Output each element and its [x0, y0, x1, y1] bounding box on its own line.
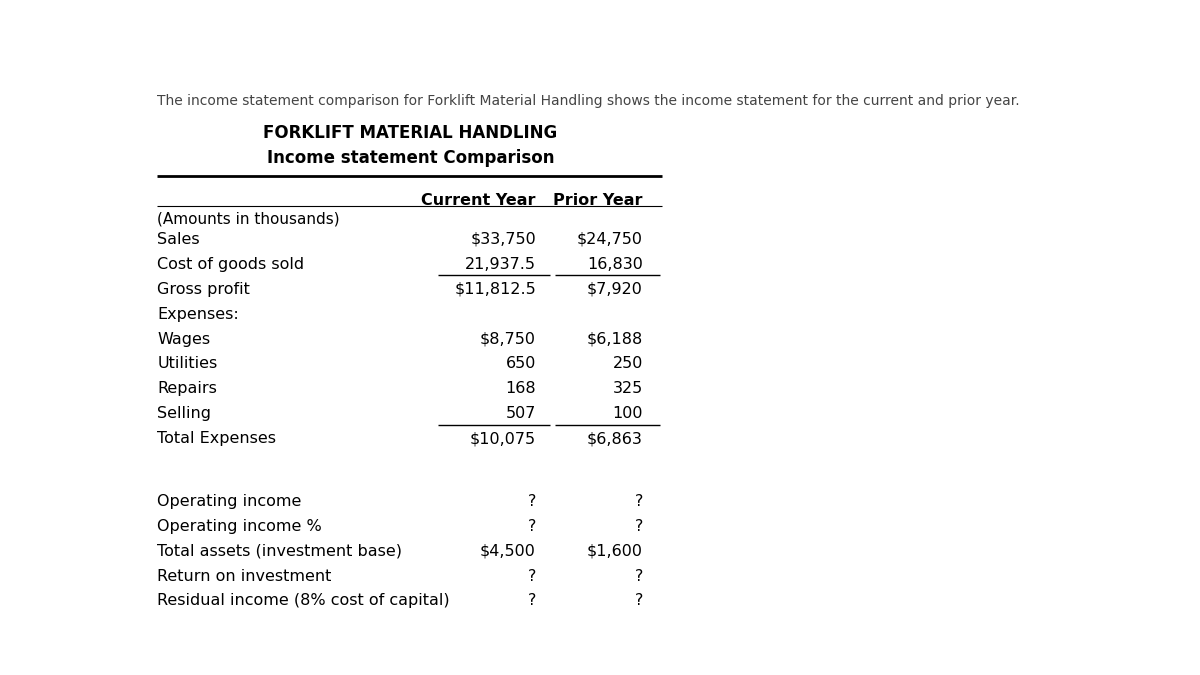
Text: Income statement Comparison: Income statement Comparison — [266, 148, 554, 167]
Text: The income statement comparison for Forklift Material Handling shows the income : The income statement comparison for Fork… — [157, 94, 1020, 108]
Text: ?: ? — [635, 593, 643, 608]
Text: Wages: Wages — [157, 331, 210, 346]
Text: $1,600: $1,600 — [587, 543, 643, 559]
Text: Repairs: Repairs — [157, 381, 217, 396]
Text: 250: 250 — [612, 356, 643, 371]
Text: ?: ? — [635, 518, 643, 534]
Text: $8,750: $8,750 — [480, 331, 536, 346]
Text: Gross profit: Gross profit — [157, 281, 251, 296]
Text: $33,750: $33,750 — [470, 232, 536, 247]
Text: $7,920: $7,920 — [587, 281, 643, 296]
Text: ?: ? — [635, 568, 643, 583]
Text: Operating income: Operating income — [157, 493, 302, 509]
Text: Current Year: Current Year — [421, 193, 536, 208]
Text: ?: ? — [528, 593, 536, 608]
Text: 100: 100 — [612, 406, 643, 421]
Text: $11,812.5: $11,812.5 — [455, 281, 536, 296]
Text: Return on investment: Return on investment — [157, 568, 332, 583]
Text: $4,500: $4,500 — [480, 543, 536, 559]
Text: FORKLIFT MATERIAL HANDLING: FORKLIFT MATERIAL HANDLING — [263, 124, 558, 142]
Text: Residual income (8% cost of capital): Residual income (8% cost of capital) — [157, 593, 450, 608]
Text: 325: 325 — [613, 381, 643, 396]
Text: Cost of goods sold: Cost of goods sold — [157, 256, 305, 271]
Text: Total Expenses: Total Expenses — [157, 431, 276, 446]
Text: 168: 168 — [505, 381, 536, 396]
Text: 507: 507 — [505, 406, 536, 421]
Text: Utilities: Utilities — [157, 356, 217, 371]
Text: ?: ? — [528, 568, 536, 583]
Text: Total assets (investment base): Total assets (investment base) — [157, 543, 402, 559]
Text: $6,863: $6,863 — [587, 431, 643, 446]
Text: Prior Year: Prior Year — [553, 193, 643, 208]
Text: 650: 650 — [505, 356, 536, 371]
Text: Operating income %: Operating income % — [157, 518, 322, 534]
Text: 21,937.5: 21,937.5 — [464, 256, 536, 271]
Text: Sales: Sales — [157, 232, 200, 247]
Text: ?: ? — [635, 493, 643, 509]
Text: 16,830: 16,830 — [587, 256, 643, 271]
Text: $6,188: $6,188 — [587, 331, 643, 346]
Text: ?: ? — [528, 518, 536, 534]
Text: ?: ? — [528, 493, 536, 509]
Text: $24,750: $24,750 — [577, 232, 643, 247]
Text: (Amounts in thousands): (Amounts in thousands) — [157, 212, 340, 227]
Text: $10,075: $10,075 — [470, 431, 536, 446]
Text: Selling: Selling — [157, 406, 211, 421]
Text: Expenses:: Expenses: — [157, 306, 239, 321]
